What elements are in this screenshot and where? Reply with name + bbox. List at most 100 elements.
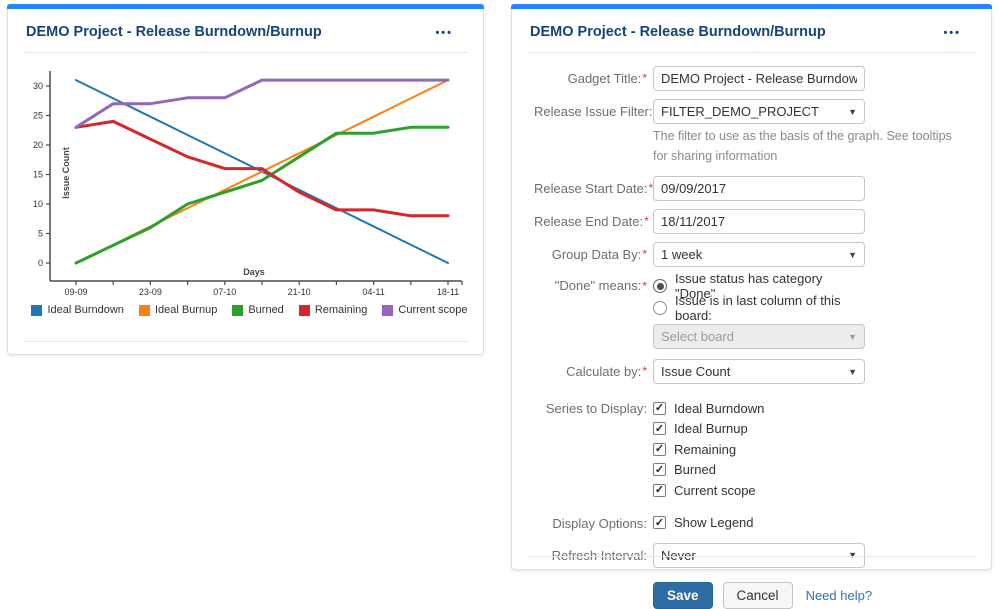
legend-swatch-icon bbox=[382, 304, 394, 316]
radio-unchecked[interactable] bbox=[653, 301, 667, 315]
form-row-refresh-interval: Refresh Interval: Never ▼ bbox=[534, 542, 991, 568]
radio-option-label: Issue is in last column of this board: bbox=[675, 293, 841, 323]
release-start-date-input[interactable] bbox=[653, 176, 865, 201]
svg-text:07-10: 07-10 bbox=[213, 287, 236, 297]
gadget-footer-divider bbox=[527, 556, 976, 557]
calculate-by-select[interactable]: Issue Count ▼ bbox=[653, 359, 865, 384]
release-issue-filter-value: FILTER_DEMO_PROJECT bbox=[661, 104, 819, 119]
board-select[interactable]: Select board ▼ bbox=[653, 324, 865, 349]
required-asterisk: * bbox=[644, 214, 649, 228]
required-asterisk: * bbox=[648, 181, 654, 195]
checkbox-checked[interactable] bbox=[653, 516, 666, 530]
series-line-burned bbox=[74, 125, 450, 265]
gadget-title-input[interactable] bbox=[653, 66, 865, 91]
legend-item-ideal-burnup: Ideal Burnup bbox=[138, 304, 217, 316]
series-line-remaining bbox=[74, 119, 450, 218]
chart-area: 0 5 10 15 20 25 30 09-09 23-09 07-10 21-10 04-11 18-… bbox=[8, 53, 483, 316]
checkbox-checked[interactable] bbox=[653, 463, 666, 477]
checkbox-option-label: Ideal Burnup bbox=[674, 421, 748, 437]
form-row-release-issue-filter: Release Issue Filter:* FILTER_DEMO_PROJE… bbox=[534, 99, 991, 176]
svg-text:0: 0 bbox=[38, 258, 43, 268]
refresh-interval-value: Never bbox=[661, 547, 696, 563]
legend-item-burned: Burned bbox=[232, 304, 284, 316]
gadget-header: DEMO Project - Release Burndown/Burnup •… bbox=[512, 9, 991, 52]
group-data-by-value: 1 week bbox=[661, 247, 703, 262]
radio-checked[interactable] bbox=[653, 279, 667, 293]
display-options-list: Show Legend bbox=[653, 513, 865, 534]
svg-text:30: 30 bbox=[33, 81, 43, 91]
svg-text:25: 25 bbox=[33, 111, 43, 121]
legend-swatch-icon bbox=[232, 304, 244, 316]
chart-legend: Ideal Burndown Ideal Burnup Burned Remainin… bbox=[16, 304, 483, 316]
checkbox-checked[interactable] bbox=[653, 422, 666, 436]
chevron-down-icon: ▼ bbox=[848, 366, 857, 377]
calculate-by-label: Calculate by:* bbox=[566, 364, 647, 379]
radio-option-row: Issue is in last column of this board: bbox=[653, 293, 865, 323]
chevron-down-icon: ▼ bbox=[848, 550, 857, 560]
chevron-down-icon: ▼ bbox=[848, 106, 857, 117]
svg-text:23-09: 23-09 bbox=[139, 287, 162, 297]
refresh-interval-select[interactable]: Never ▼ bbox=[653, 542, 865, 568]
required-asterisk: * bbox=[642, 247, 647, 261]
gadget-accent-bar bbox=[511, 4, 992, 9]
checkbox-option-label: Burned bbox=[674, 462, 716, 478]
filter-help-text: The filter to use as the basis of the gr… bbox=[653, 129, 952, 163]
svg-text:5: 5 bbox=[38, 229, 43, 239]
checkbox-checked[interactable] bbox=[653, 401, 666, 415]
checkbox-option-label: Show Legend bbox=[674, 515, 754, 531]
gadget-accent-bar bbox=[7, 4, 484, 9]
legend-label: Remaining bbox=[314, 304, 368, 316]
release-end-date-label: Release End Date:* bbox=[534, 214, 649, 229]
done-means-label: "Done" means:* bbox=[554, 278, 647, 293]
series-line-current-scope bbox=[74, 78, 450, 129]
x-axis-title: Days bbox=[243, 267, 265, 277]
form-row-release-end-date: Release End Date:* bbox=[534, 209, 991, 234]
form-row-calculate-by: Calculate by:* Issue Count ▼ bbox=[534, 359, 991, 384]
group-data-by-select[interactable]: 1 week ▼ bbox=[653, 242, 865, 267]
gadget-menu-button[interactable]: ••• bbox=[939, 21, 965, 43]
release-start-date-label: Release Start Date:* bbox=[534, 181, 654, 196]
radio-option-label: Issue status has category "Done" bbox=[675, 271, 823, 301]
gadget-title: DEMO Project - Release Burndown/Burnup bbox=[530, 24, 826, 40]
release-issue-filter-select[interactable]: FILTER_DEMO_PROJECT ▼ bbox=[653, 99, 865, 124]
burndown-chart: 0 5 10 15 20 25 30 09-09 23-09 07-10 21-10 04-11 18-… bbox=[33, 71, 463, 297]
form-row-gadget-title: Gadget Title:* bbox=[534, 66, 991, 91]
need-help-link[interactable]: Need help? bbox=[805, 587, 873, 603]
config-gadget-card: DEMO Project - Release Burndown/Burnup •… bbox=[511, 4, 992, 609]
series-to-display-label: Series to Display: bbox=[545, 401, 647, 416]
release-end-date-input[interactable] bbox=[653, 209, 865, 234]
chevron-down-icon: ▼ bbox=[848, 249, 857, 260]
checkbox-checked[interactable] bbox=[653, 442, 666, 456]
display-options-label: Display Options: bbox=[552, 515, 647, 531]
cancel-button[interactable]: Cancel bbox=[722, 581, 793, 609]
form-row-display-options: Display Options: Show Legend bbox=[534, 513, 991, 535]
gadget-header: DEMO Project - Release Burndown/Burnup •… bbox=[8, 9, 483, 52]
series-to-display-options: Ideal Burndown Ideal Burnup Remaining Burne… bbox=[653, 398, 865, 501]
checkbox-option-row: Remaining bbox=[653, 439, 865, 460]
refresh-interval-label: Refresh Interval: bbox=[551, 547, 647, 563]
gadget-title-label: Gadget Title:* bbox=[567, 71, 647, 86]
legend-swatch-icon bbox=[31, 304, 43, 316]
radio-option-row: Issue status has category "Done" bbox=[653, 271, 865, 301]
checkbox-checked[interactable] bbox=[653, 483, 666, 497]
form-row-group-data-by: Group Data By:* 1 week ▼ bbox=[534, 242, 991, 267]
gadget-menu-button[interactable]: ••• bbox=[431, 21, 457, 43]
svg-text:09-09: 09-09 bbox=[64, 287, 87, 297]
svg-text:10: 10 bbox=[33, 199, 43, 209]
required-asterisk: * bbox=[642, 71, 647, 85]
svg-text:20: 20 bbox=[33, 140, 43, 150]
calculate-by-value: Issue Count bbox=[661, 364, 731, 379]
checkbox-option-row: Show Legend bbox=[653, 513, 865, 534]
board-select-placeholder: Select board bbox=[661, 329, 734, 344]
header-divider bbox=[527, 52, 976, 53]
gadget-footer-divider bbox=[23, 341, 468, 342]
ellipsis-icon: ••• bbox=[943, 27, 961, 39]
form-row-done-means: "Done" means:* Issue status has category… bbox=[534, 271, 991, 349]
required-asterisk: * bbox=[642, 279, 647, 293]
save-button[interactable]: Save bbox=[653, 581, 713, 609]
legend-label: Current scope bbox=[398, 304, 468, 316]
checkbox-option-row: Burned bbox=[653, 460, 865, 481]
checkbox-option-row: Ideal Burndown bbox=[653, 398, 865, 419]
group-data-by-label: Group Data By:* bbox=[551, 247, 647, 262]
